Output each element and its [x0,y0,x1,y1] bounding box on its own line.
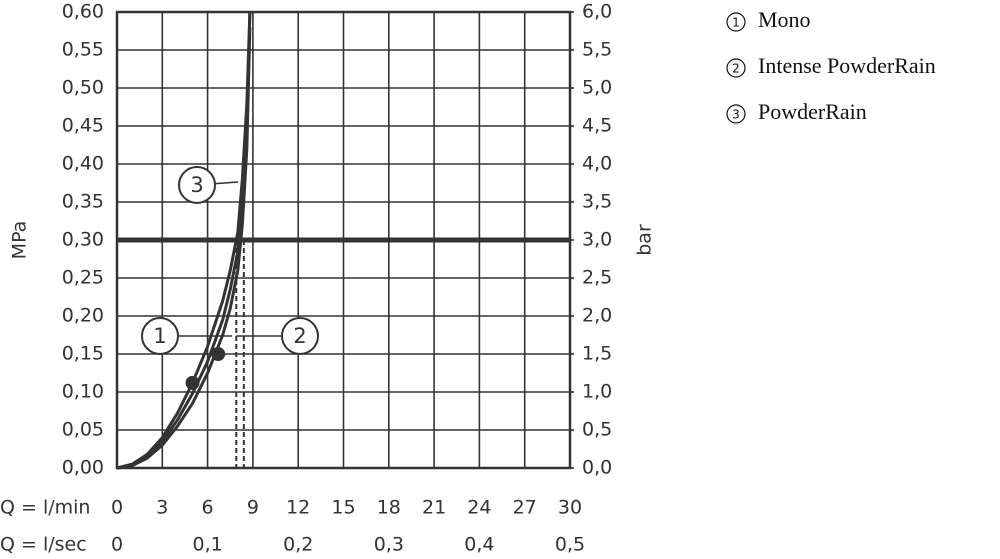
x-tick-label: 12 [286,497,310,519]
x-tick-label: 30 [558,497,582,519]
y2-tick-label: 4,0 [582,153,612,175]
callout-label: 1 [153,324,166,348]
x2-tick-label: 0,1 [192,534,222,556]
y-tick-label: 0,60 [62,1,104,23]
y-tick-label: 0,15 [62,343,104,365]
x2-tick-label: 0,2 [283,534,313,556]
callout-label: 2 [293,324,306,348]
y-tick-label: 0,20 [62,305,104,327]
y2-tick-label: 1,5 [582,343,612,365]
x2-tick-label: 0 [111,534,123,556]
legend-badge-label: 2 [732,62,740,76]
y2-axis-label: bar [634,224,656,256]
x-tick-label: 6 [202,497,214,519]
x2-axis-label: Q = l/sec [0,534,87,556]
y-tick-label: 0,25 [62,267,104,289]
legend-label: Mono [758,7,811,32]
highlight-point [185,375,200,390]
x-tick-label: 15 [331,497,355,519]
callout-badge [178,166,216,204]
y2-tick-label: 2,0 [582,305,612,327]
callout-badge [281,317,319,355]
y-tick-label: 0,05 [62,419,104,441]
y2-tick-label: 3,5 [582,191,612,213]
x-tick-label: 18 [377,497,401,519]
x-axis-label: Q = l/min [0,497,90,519]
y2-tick-label: 5,0 [582,77,612,99]
y2-tick-label: 1,0 [582,381,612,403]
x-tick-label: 9 [247,497,259,519]
y-tick-label: 0,10 [62,381,104,403]
legend-badge [726,104,746,124]
x2-tick-label: 0,3 [374,534,404,556]
y-tick-label: 0,55 [62,39,104,61]
y-tick-label: 0,00 [62,457,104,479]
x-tick-label: 21 [422,497,446,519]
legend-label: PowderRain [758,99,867,124]
y2-tick-label: 0,5 [582,419,612,441]
y2-tick-label: 2,5 [582,267,612,289]
y2-tick-label: 5,5 [582,39,612,61]
y2-tick-label: 6,0 [582,1,612,23]
x-tick-label: 0 [111,497,123,519]
y-tick-label: 0,45 [62,115,104,137]
y2-tick-label: 3,0 [582,229,612,251]
y2-tick-label: 4,5 [582,115,612,137]
y-tick-label: 0,40 [62,153,104,175]
y-tick-label: 0,30 [62,229,104,251]
x-tick-label: 3 [156,497,168,519]
x-tick-label: 24 [467,497,491,519]
y-tick-label: 0,35 [62,191,104,213]
highlight-point [211,347,226,361]
callout-badge [141,317,179,355]
callout-label: 3 [190,173,203,197]
legend-badge [726,58,746,78]
legend-badge-label: 3 [732,108,740,122]
x2-tick-label: 0,4 [464,534,494,556]
y-tick-label: 0,50 [62,77,104,99]
x2-tick-label: 0,5 [555,534,585,556]
legend-badge [726,12,746,32]
legend-label: Intense PowderRain [758,53,936,78]
y2-tick-label: 0,0 [582,457,612,479]
x-tick-label: 27 [513,497,537,519]
y-axis-label: MPa [9,221,31,260]
series-line [116,11,252,470]
legend-badge-label: 1 [732,16,740,30]
